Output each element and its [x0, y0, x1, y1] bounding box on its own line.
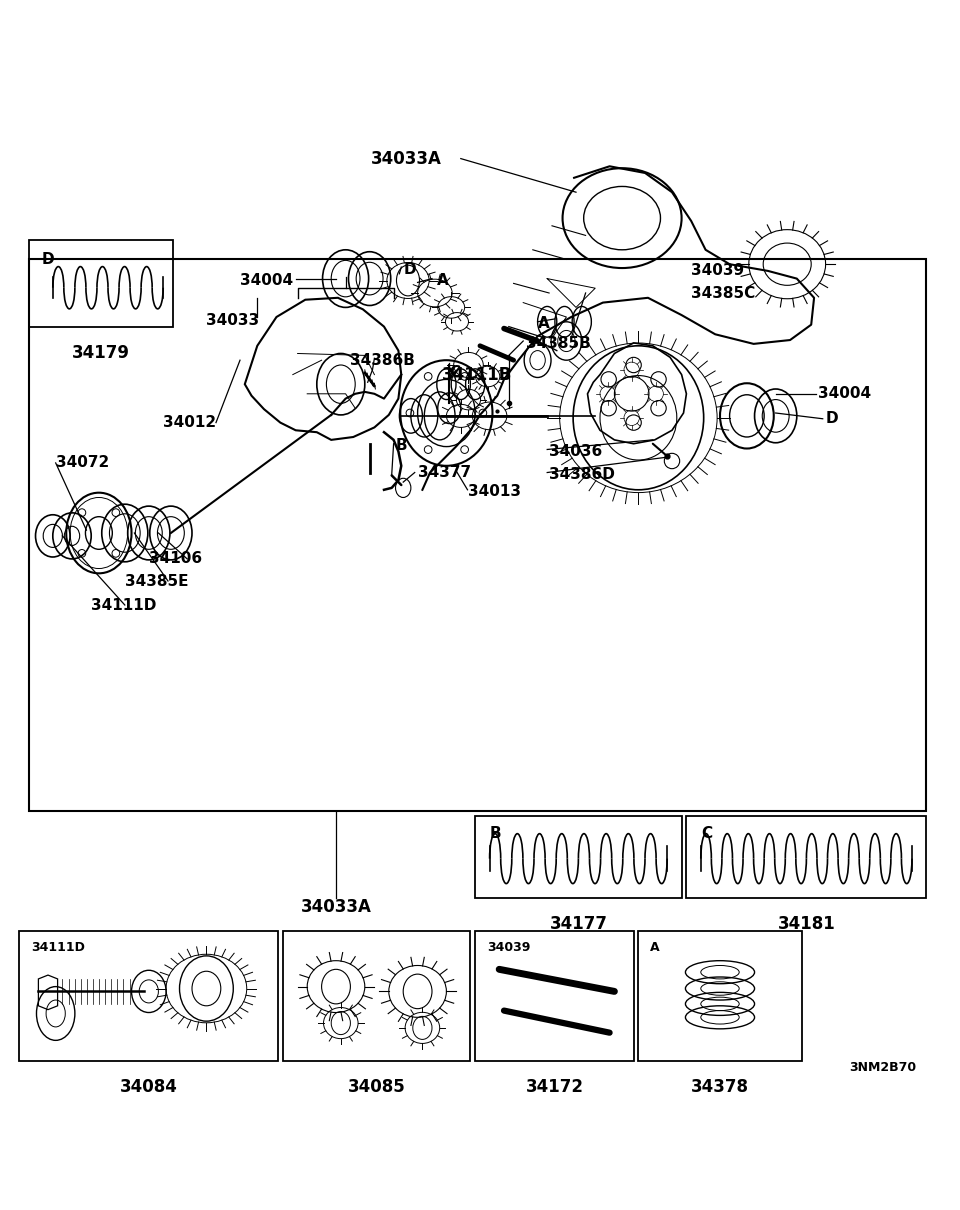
Text: C: C — [701, 825, 712, 841]
Text: 34111D: 34111D — [31, 941, 84, 953]
Text: 34177: 34177 — [549, 915, 608, 933]
Text: 34013: 34013 — [468, 484, 521, 500]
Text: 34111D: 34111D — [91, 598, 156, 612]
Text: D: D — [41, 252, 54, 266]
Text: 34033A: 34033A — [300, 898, 372, 916]
Bar — [475, 932, 634, 1061]
Text: 34111B: 34111B — [442, 365, 513, 384]
Text: 34004: 34004 — [240, 273, 293, 288]
Text: A: A — [437, 273, 448, 288]
Text: 34084: 34084 — [120, 1078, 178, 1096]
Bar — [29, 259, 926, 812]
Text: 3NM2B70: 3NM2B70 — [850, 1061, 917, 1074]
Text: 34385E: 34385E — [125, 574, 188, 588]
Text: 34386B: 34386B — [350, 352, 416, 368]
Bar — [475, 817, 682, 898]
Bar — [29, 241, 173, 327]
Bar — [19, 932, 278, 1061]
Text: D: D — [826, 411, 838, 426]
Text: 34385C: 34385C — [691, 286, 756, 300]
Bar — [283, 932, 470, 1061]
Text: 34004: 34004 — [818, 386, 871, 402]
Text: D: D — [403, 261, 416, 277]
Text: B: B — [396, 438, 407, 453]
Text: 34386D: 34386D — [549, 467, 615, 482]
Text: 34179: 34179 — [72, 344, 130, 362]
Bar — [686, 817, 926, 898]
Text: 34033A: 34033A — [371, 150, 442, 168]
Text: A: A — [650, 941, 660, 953]
Text: 34378: 34378 — [691, 1078, 749, 1096]
Text: 34033: 34033 — [206, 313, 259, 328]
Text: 34377: 34377 — [418, 465, 470, 480]
Text: 34385B: 34385B — [526, 336, 590, 351]
Text: 34085: 34085 — [348, 1078, 406, 1096]
Text: 34172: 34172 — [525, 1078, 584, 1096]
Text: 34072: 34072 — [56, 455, 108, 471]
Text: B: B — [490, 825, 501, 841]
Text: 34039: 34039 — [691, 264, 744, 278]
Text: 34039: 34039 — [487, 941, 530, 953]
Text: 34036: 34036 — [549, 444, 602, 459]
Bar — [638, 932, 802, 1061]
Text: 34012: 34012 — [163, 415, 216, 430]
Text: A: A — [538, 316, 549, 332]
Text: C: C — [449, 365, 461, 380]
Text: 34181: 34181 — [778, 915, 835, 933]
Text: 34106: 34106 — [149, 552, 202, 566]
